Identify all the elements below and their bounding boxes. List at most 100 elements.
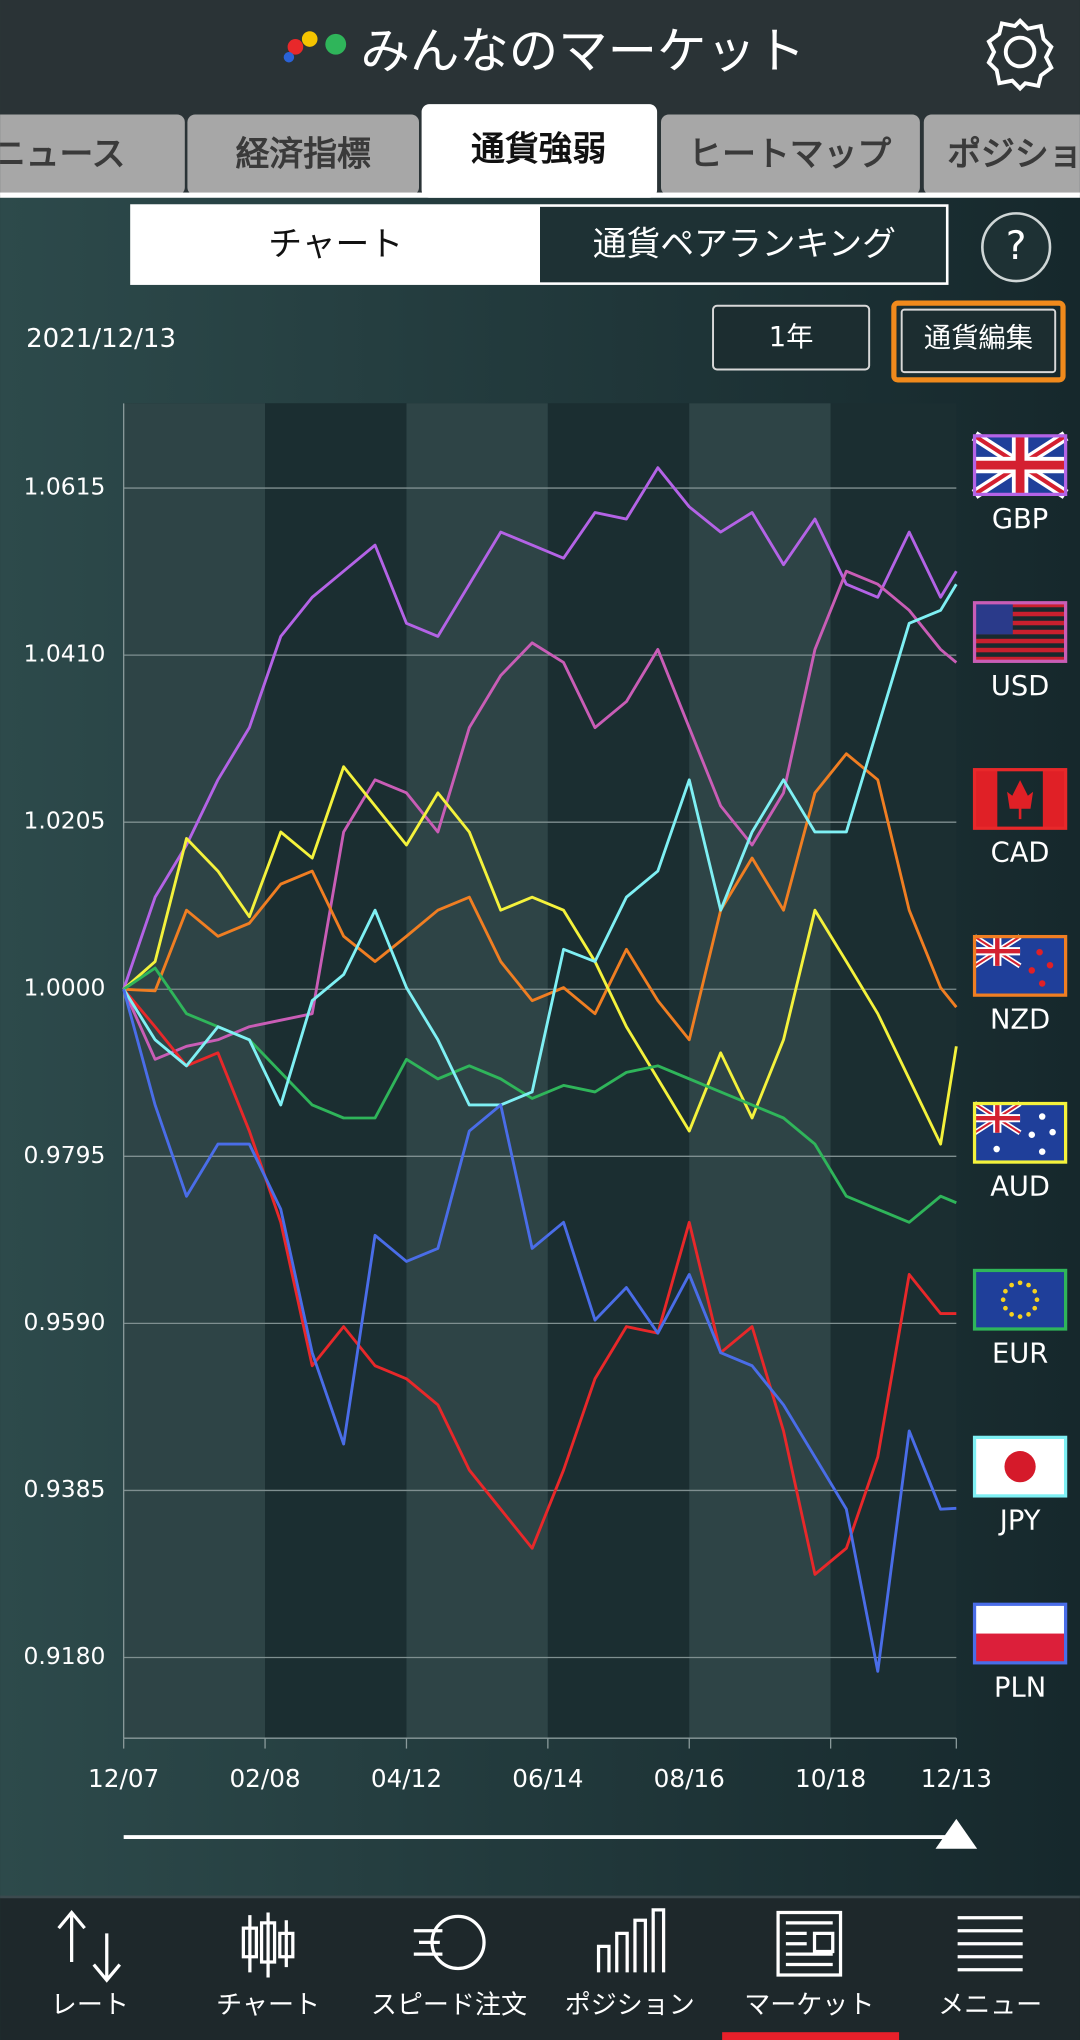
tab-underline: [0, 192, 1080, 198]
flag-part: [974, 1270, 1066, 1329]
nav-label[interactable]: メニュー: [938, 1991, 1042, 2021]
y-tick-label: 1.0205: [23, 807, 105, 835]
flag-part: [1009, 1282, 1014, 1288]
tab-label[interactable]: 経済指標: [236, 135, 371, 174]
edit-button[interactable]: [900, 308, 1057, 374]
legend-flag: [972, 768, 1068, 830]
flag-part: [1034, 1297, 1040, 1303]
series-line: [122, 583, 958, 1107]
nav-icons: [57, 1908, 1023, 1983]
flag-part: [1032, 1305, 1038, 1311]
nav-label[interactable]: マーケット: [744, 1991, 874, 2021]
y-tick-label: 1.0615: [23, 473, 105, 501]
legend-label: PLN: [994, 1672, 1046, 1703]
segment-label[interactable]: チャート: [268, 224, 403, 263]
series-line: [122, 466, 958, 990]
flag-part: [1036, 948, 1043, 956]
flag-part: [1038, 1148, 1046, 1155]
tab[interactable]: [0, 114, 185, 196]
flag-part: [974, 1633, 1066, 1663]
legend-label: GBP: [992, 504, 1048, 535]
legend-label: AUD: [990, 1172, 1050, 1203]
flag-part: [1038, 980, 1046, 987]
tab-label[interactable]: ポジション: [947, 135, 1080, 174]
flag-part: [1004, 1451, 1036, 1483]
tab[interactable]: [187, 114, 420, 196]
nav-label[interactable]: ポジション: [565, 1991, 695, 2021]
flag-part: [1026, 1282, 1031, 1288]
legend-flag: [972, 1602, 1068, 1665]
legend-label: CAD: [991, 838, 1050, 869]
legend-flag: [972, 934, 1068, 997]
range-slider-handle[interactable]: [935, 1818, 978, 1849]
tab-label[interactable]: 通貨強弱: [471, 129, 606, 168]
flag-border: [972, 434, 1068, 497]
nav-label[interactable]: チャート: [216, 1991, 320, 2021]
tab-label[interactable]: ニュース: [0, 135, 125, 174]
flag-part: [974, 602, 1013, 635]
x-tick-label: 08/16: [654, 1764, 725, 1793]
x-tick-label: 02/08: [229, 1764, 300, 1793]
period-label[interactable]: 1年: [769, 322, 814, 353]
flag-part: [1003, 1305, 1008, 1311]
flag-part: [1046, 961, 1054, 969]
period-button[interactable]: [712, 304, 871, 371]
legend-label: NZD: [990, 1005, 1050, 1036]
flag-part: [1032, 1288, 1038, 1294]
edit-label[interactable]: 通貨編集: [924, 323, 1033, 354]
y-tick-label: 1.0410: [23, 640, 105, 668]
flag-border: [972, 1602, 1068, 1665]
legend-flag: [972, 1101, 1068, 1164]
settings-button[interactable]: [986, 18, 1054, 92]
flag-part: [974, 611, 1066, 617]
tab-active[interactable]: [421, 104, 658, 198]
flag-part: [974, 656, 1066, 662]
flag-part: [1003, 1288, 1008, 1294]
flag-part: [1017, 1314, 1023, 1319]
series-line: [123, 752, 958, 1042]
flag-border: [972, 1435, 1068, 1498]
legend-label: EUR: [992, 1339, 1048, 1370]
x-tick-label: 10/18: [795, 1764, 866, 1793]
flag-part: [1028, 1131, 1036, 1139]
segment-label[interactable]: 通貨ペアランキング: [593, 224, 896, 263]
edit-highlight: [891, 300, 1066, 383]
flag-border: [972, 601, 1068, 663]
flag-part: [974, 1103, 1021, 1133]
flag-part: [993, 1145, 1000, 1153]
x-tick-label: 12/07: [88, 1764, 159, 1793]
flag-part: [974, 602, 1066, 608]
flag-part: [974, 769, 998, 829]
plot-band: [406, 403, 548, 1739]
nav-label[interactable]: スピード注文: [371, 1991, 527, 2021]
help-label[interactable]: ?: [1006, 224, 1027, 269]
logo: [283, 31, 347, 63]
flag-part: [1026, 1312, 1031, 1317]
help-button[interactable]: [981, 212, 1052, 283]
legend-flag: [971, 431, 1069, 499]
legend-flag: [972, 1268, 1068, 1331]
flag-part: [974, 638, 1066, 644]
flag-part: [1042, 769, 1066, 829]
nav-label[interactable]: レート: [51, 1991, 129, 2021]
series-line: [122, 966, 957, 1224]
flag-border: [972, 1101, 1068, 1164]
nav-bar: [0, 1896, 1080, 2040]
flag-part: [1007, 780, 1034, 820]
tab[interactable]: [660, 114, 920, 196]
nav-active-indicator: [722, 2032, 900, 2040]
tab-label[interactable]: ヒートマップ: [688, 135, 891, 174]
flag-part: [974, 629, 1066, 635]
tab[interactable]: [923, 114, 1080, 196]
segment-active[interactable]: [131, 205, 540, 284]
legend-label: USD: [991, 671, 1049, 702]
y-tick-label: 1.0000: [23, 974, 105, 1002]
x-tick-label: 06/14: [512, 1764, 583, 1793]
app-title: みんなのマーケット: [361, 22, 806, 80]
plot-band: [689, 403, 831, 1739]
plot-band: [265, 403, 407, 1739]
flag-part: [1038, 1113, 1046, 1120]
x-tick-label: 04/12: [371, 1764, 442, 1793]
